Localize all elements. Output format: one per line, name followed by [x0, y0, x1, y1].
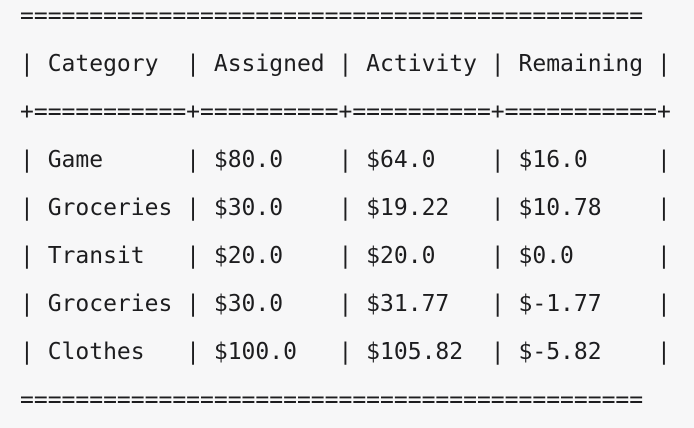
table-header-row: | Category | Assigned | Activity | Remai… — [20, 51, 671, 77]
table-row: | Groceries | $30.0 | $19.22 | $10.78 | — [20, 195, 671, 221]
table-row: | Clothes | $100.0 | $105.82 | $-5.82 | — [20, 339, 671, 365]
table-row: | Game | $80.0 | $64.0 | $16.0 | — [20, 147, 671, 173]
table-row: | Transit | $20.0 | $20.0 | $0.0 | — [20, 243, 671, 269]
table-border-top: ========================================… — [20, 3, 644, 29]
table-row: | Groceries | $30.0 | $31.77 | $-1.77 | — [20, 291, 671, 317]
table-header-separator: +===========+==========+==========+=====… — [20, 99, 671, 125]
table-border-bottom: ========================================… — [20, 387, 644, 413]
